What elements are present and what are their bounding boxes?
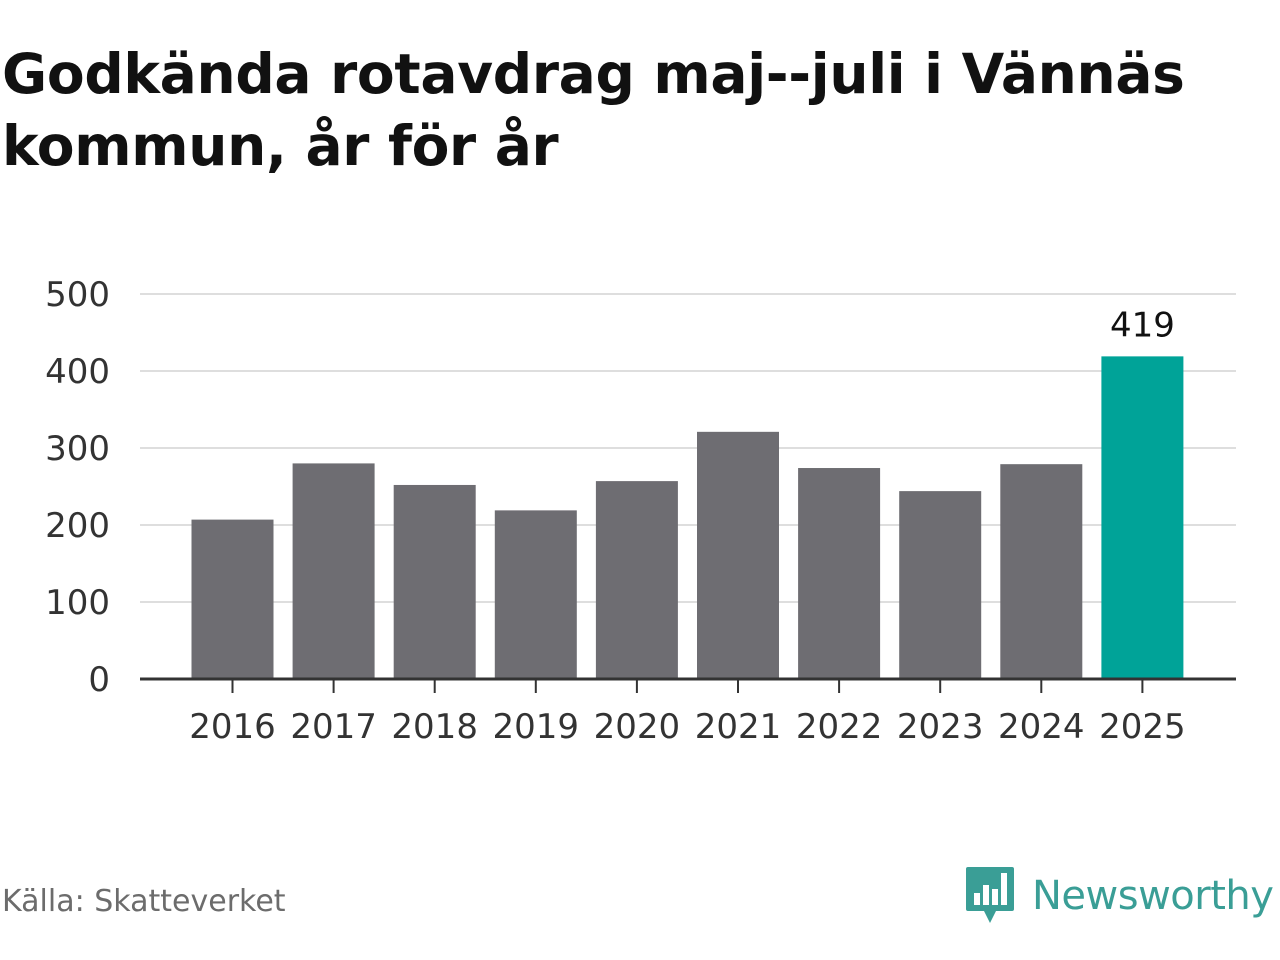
y-tick-label: 100 <box>45 583 110 623</box>
x-tick-label: 2022 <box>796 707 883 747</box>
data-label: 419 <box>1110 305 1175 345</box>
x-tick-label: 2020 <box>594 707 681 747</box>
newsworthy-logo: Newsworthy <box>964 864 1274 928</box>
bar-2022 <box>798 468 881 679</box>
bar-2019 <box>494 510 577 679</box>
bars <box>191 356 1184 679</box>
y-tick-label: 400 <box>45 352 110 392</box>
bar-2016 <box>191 519 274 679</box>
y-tick-label: 0 <box>88 660 110 700</box>
newsworthy-chart-bubble-icon <box>966 867 1014 923</box>
brand-name: Newsworthy <box>1032 873 1274 919</box>
x-axis-ticks: 2016 2017 2018 2019 2020 2021 2022 2023 2024 2025 <box>189 679 1186 747</box>
x-tick-label: 2016 <box>189 707 276 747</box>
y-axis-ticks: 0 100 200 300 400 500 <box>45 275 110 700</box>
bar-2018 <box>393 484 476 679</box>
bar-2024 <box>1000 464 1083 679</box>
data-labels: 419 <box>1110 305 1175 345</box>
x-tick-label: 2018 <box>391 707 478 747</box>
y-tick-label: 500 <box>45 275 110 315</box>
y-tick-label: 200 <box>45 506 110 546</box>
x-tick-label: 2021 <box>695 707 782 747</box>
bar-2017 <box>292 463 375 679</box>
bar-2023 <box>899 491 982 679</box>
x-tick-label: 2025 <box>1099 707 1186 747</box>
bar-2021 <box>697 431 779 679</box>
source-note: Källa: Skatteverket <box>2 884 286 919</box>
x-tick-label: 2019 <box>493 707 580 747</box>
bar-2025 <box>1101 356 1184 679</box>
x-tick-label: 2017 <box>290 707 377 747</box>
y-tick-label: 300 <box>45 429 110 469</box>
bar-2020 <box>595 481 678 679</box>
bar-chart: 0 100 200 300 400 500 2016 2017 2018 2019 2020 202… <box>45 275 1236 747</box>
x-tick-label: 2023 <box>897 707 984 747</box>
chart-title: Godkända rotavdrag maj--juli i Vännäs ko… <box>2 42 1185 178</box>
x-tick-label: 2024 <box>998 707 1085 747</box>
